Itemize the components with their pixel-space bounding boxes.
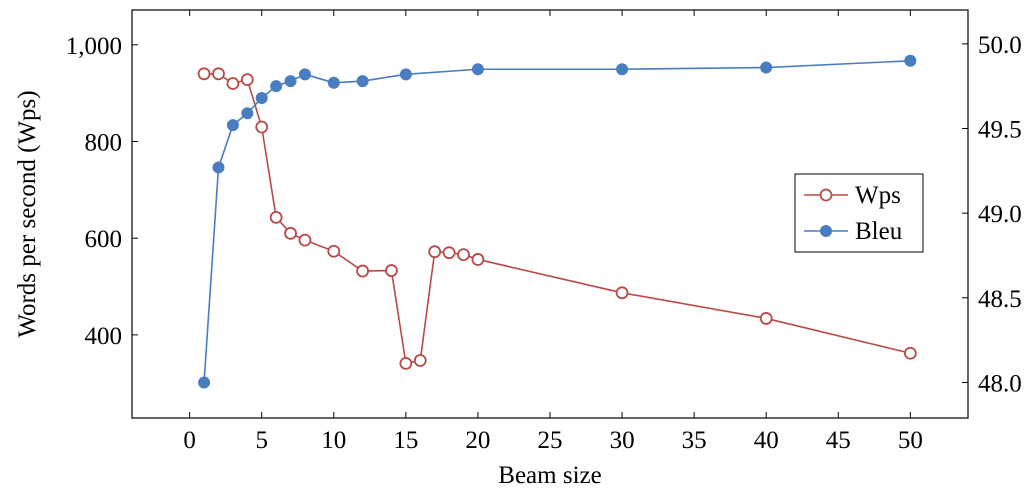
data-point-bleu [284, 75, 297, 88]
x-tick-label: 45 [826, 427, 851, 454]
data-point-wps [615, 286, 629, 300]
x-tick-label: 40 [754, 427, 779, 454]
data-point-wps [428, 245, 442, 259]
y-tick-label: 1,000 [66, 33, 122, 60]
legend: Wps Bleu [794, 173, 924, 253]
legend-label-bleu: Bleu [855, 218, 903, 245]
x-tick-label: 10 [321, 427, 346, 454]
x-tick-label: 50 [898, 427, 923, 454]
data-point-bleu [399, 68, 412, 81]
y2-tick-label: 48.5 [978, 286, 1022, 313]
x-tick-label: 15 [393, 427, 418, 454]
x-tick-label: 30 [610, 427, 635, 454]
y2-tick-label: 49.0 [978, 201, 1022, 228]
data-point-wps [327, 244, 341, 258]
data-point-wps [385, 264, 398, 277]
data-point-wps [197, 67, 211, 81]
x-axis-ticks: 0 5 10 15 20 25 30 35 40 45 50 [183, 10, 923, 454]
data-point-bleu [904, 54, 917, 67]
x-tick-label: 5 [255, 427, 268, 454]
legend-label-wps: Wps [855, 182, 901, 209]
data-point-wps [226, 77, 240, 90]
data-point-bleu [198, 376, 211, 389]
data-point-wps [471, 253, 485, 266]
data-point-bleu [327, 76, 340, 89]
data-point-bleu [241, 107, 254, 120]
data-point-bleu [255, 92, 268, 105]
y-tick-label: 400 [85, 323, 123, 350]
y2-tick-label: 50.0 [978, 32, 1022, 59]
data-point-wps [399, 356, 413, 370]
data-point-bleu [226, 119, 239, 132]
data-point-bleu [760, 61, 773, 74]
legend-box [794, 173, 924, 253]
data-point-wps [240, 73, 254, 87]
data-point-wps [212, 67, 225, 81]
series-layer [197, 54, 917, 389]
y2-axis-ticks: 48.0 48.5 49.0 49.5 50.0 [962, 32, 1022, 397]
data-point-wps [356, 264, 370, 278]
data-point-wps [284, 226, 297, 240]
data-point-wps [255, 120, 269, 134]
data-point-wps [903, 346, 917, 360]
x-tick-label: 0 [183, 427, 196, 454]
data-point-bleu [616, 63, 629, 76]
x-tick-label: 25 [538, 427, 563, 454]
x-axis-label: Beam size [498, 462, 601, 489]
data-point-wps [298, 233, 312, 247]
data-point-bleu [270, 80, 283, 93]
y-tick-label: 600 [85, 226, 123, 253]
data-point-wps [759, 312, 773, 325]
y-axis-label: Words per second (Wps) [14, 90, 41, 337]
data-point-wps [413, 354, 427, 367]
data-point-bleu [212, 161, 225, 174]
legend-marker-wps [819, 188, 833, 202]
data-point-wps [442, 246, 456, 260]
y-axis-ticks: 400 600 800 1,000 [66, 33, 138, 350]
data-point-bleu [356, 75, 369, 88]
data-point-wps [269, 210, 283, 224]
legend-marker-bleu [820, 225, 832, 237]
x-tick-label: 20 [465, 427, 490, 454]
x-tick-label: 35 [682, 427, 707, 454]
y2-tick-label: 49.5 [978, 117, 1022, 144]
y-tick-label: 800 [85, 129, 123, 156]
data-point-bleu [298, 68, 311, 81]
data-point-bleu [471, 63, 484, 76]
y2-tick-label: 48.0 [978, 370, 1022, 397]
data-point-wps [457, 248, 470, 262]
